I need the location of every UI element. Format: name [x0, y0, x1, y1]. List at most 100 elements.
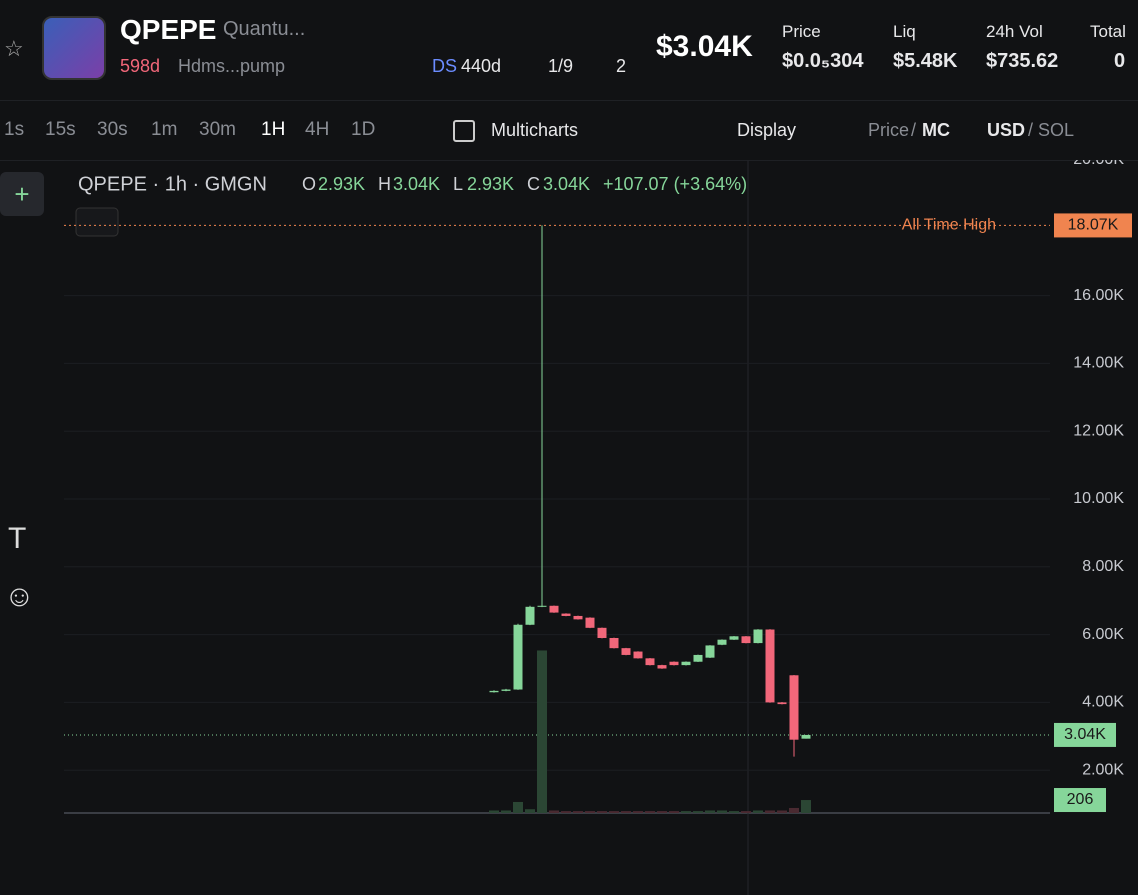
volume-bar	[621, 811, 631, 813]
y-tick-label: 6.00K	[1082, 626, 1124, 643]
stat-label: Price	[782, 22, 821, 41]
volume-bar	[633, 811, 643, 813]
ds-age: 440d	[461, 56, 502, 76]
ohlc-legend: +107.07 (+3.64%)	[603, 174, 747, 194]
candle-body	[753, 629, 763, 644]
chart-title: QPEPE · 1h · GMGN	[78, 173, 267, 195]
candle-body	[741, 636, 751, 644]
volume-bar	[501, 810, 511, 813]
volume-bar	[705, 810, 715, 813]
stat-value: $735.62	[986, 50, 1059, 72]
stat-value: 0	[1114, 50, 1126, 72]
volume-bar	[753, 810, 763, 813]
candle-body	[777, 702, 787, 705]
chart: QPEPE · 1h · GMGN 2.00K 4.00K 6.00K 8.00K 10…	[64, 160, 1132, 895]
volume-bar	[669, 811, 679, 813]
y-tick-label: 20.00K	[1073, 160, 1124, 168]
interval[interactable]: 1m	[151, 119, 178, 140]
volume-bar	[597, 811, 607, 813]
volume-label-box	[1054, 788, 1106, 813]
candle-body	[501, 689, 511, 691]
display[interactable]: Display	[737, 120, 797, 140]
candle-body	[693, 654, 703, 662]
interval[interactable]: 15s	[45, 119, 76, 140]
multicharts-checkbox[interactable]	[453, 120, 475, 142]
stat-label: Liq	[893, 22, 916, 41]
volume-bar	[765, 810, 775, 813]
candle-body	[489, 690, 499, 693]
mc-toggle[interactable]: MC	[922, 120, 950, 140]
candle-body	[585, 617, 595, 628]
candle-body	[513, 624, 523, 690]
candle-body	[789, 675, 799, 740]
holders: 1/9	[548, 56, 574, 76]
ohlc-legend: 3.04K	[543, 174, 590, 194]
header: ☆ QPEPE Quantu... 598d Hdms...pump DS 44…	[0, 0, 1138, 101]
stat-value: $0.0₅304	[782, 50, 864, 72]
ohlc-legend: 2.93K	[318, 174, 365, 194]
interval[interactable]: 4H	[305, 119, 330, 140]
left-tools: + T ☺	[0, 160, 46, 895]
ath-label: All Time High	[902, 217, 996, 234]
slash: /	[911, 120, 917, 140]
y-tick-label: 2.00K	[1082, 761, 1124, 778]
volume-bar	[717, 810, 727, 813]
usd-toggle[interactable]: USD	[987, 120, 1026, 140]
candle-body	[705, 645, 715, 658]
volume-bar	[657, 811, 667, 813]
volume-bar	[525, 809, 535, 813]
text-tool[interactable]: T	[8, 522, 27, 555]
candle-body	[573, 615, 583, 620]
star-icon[interactable]: ☆	[4, 36, 24, 61]
crosshair-tool[interactable]: +	[0, 172, 44, 216]
candle-body	[621, 648, 631, 655]
candle-body	[717, 639, 727, 645]
interval[interactable]: 1H	[261, 119, 286, 140]
volume-bar	[513, 801, 523, 813]
token-name: Quantu...	[223, 18, 306, 40]
candle-body	[537, 605, 547, 607]
price-toggle[interactable]: Price	[868, 120, 910, 140]
multicharts[interactable]: Multicharts	[491, 120, 579, 140]
interval[interactable]: 1s	[4, 119, 25, 140]
symbol: QPEPE	[120, 14, 217, 45]
ohlc-legend: H	[378, 174, 391, 194]
volume-bar	[609, 811, 619, 813]
avatar	[42, 16, 106, 80]
last-price-box	[1054, 722, 1116, 747]
ohlc-legend: L	[453, 174, 463, 194]
interval[interactable]: 30s	[97, 119, 128, 140]
stat-value: $5.48K	[893, 50, 958, 72]
volume-bar	[789, 807, 799, 813]
volume-bar	[729, 811, 739, 813]
volume-bar	[573, 811, 583, 813]
volume-bar	[549, 810, 559, 813]
candle-body	[729, 636, 739, 640]
candle-body	[561, 613, 571, 616]
interval[interactable]: 1D	[351, 119, 376, 140]
y-tick-label: 12.00K	[1073, 422, 1124, 439]
candle-body	[765, 629, 775, 703]
sol-toggle[interactable]: SOL	[1038, 120, 1075, 140]
ath-price-label: 18.07K	[1068, 217, 1119, 234]
candle-body	[801, 734, 811, 739]
ath-price-box	[1054, 213, 1132, 238]
volume-bar	[777, 810, 787, 813]
y-tick-label: 16.00K	[1073, 287, 1124, 304]
candle-body	[645, 658, 655, 666]
volume-bar	[801, 800, 811, 813]
candle-body	[525, 606, 535, 625]
emoji-tool[interactable]: ☺	[4, 580, 35, 613]
collapse-button[interactable]	[75, 207, 119, 237]
volume-label: 206	[1067, 791, 1094, 808]
stat-label: Total	[1090, 22, 1126, 41]
y-tick-label: 4.00K	[1082, 694, 1124, 711]
candle-body	[669, 661, 679, 666]
ohlc-legend: 2.93K	[467, 174, 514, 194]
interval[interactable]: 30m	[199, 119, 236, 140]
y-tick-label: 8.00K	[1082, 558, 1124, 575]
volume-bar	[537, 650, 547, 813]
volume-bar	[693, 811, 703, 813]
volume-bar	[645, 811, 655, 813]
